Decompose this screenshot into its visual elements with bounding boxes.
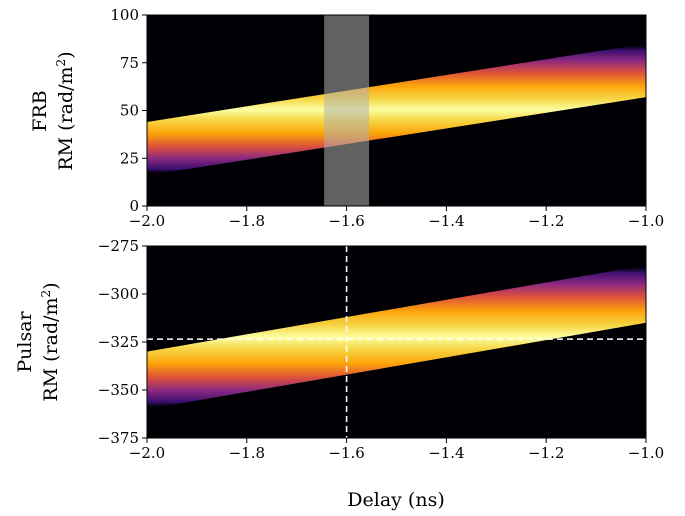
frb-highlight-band — [324, 15, 370, 206]
pulsar-ridge-band — [147, 265, 646, 410]
pulsar-x-tick-label: −1.8 — [229, 444, 265, 462]
pulsar-x-tick-label: −2.0 — [129, 444, 165, 462]
frb-y-label-line2: RM (rad/m2) — [54, 51, 77, 170]
frb-y-tick-label: 0 — [129, 197, 139, 215]
frb-x-tick-label: −1.0 — [628, 212, 664, 230]
frb-y-tick-label: 50 — [120, 102, 139, 120]
frb-x-tick-label: −1.6 — [328, 212, 364, 230]
pulsar-y-tick-label: −375 — [98, 429, 139, 447]
pulsar-y-ticks: −375 −350 −325 −300 −275 — [98, 237, 147, 447]
frb-y-tick-label: 25 — [120, 149, 139, 167]
frb-x-tick-label: −1.8 — [229, 212, 265, 230]
pulsar-y-tick-label: −325 — [98, 333, 139, 351]
frb-x-ticks: −2.0 −1.8 −1.6 −1.4 −1.2 −1.0 — [129, 206, 664, 230]
pulsar-x-tick-label: −1.4 — [428, 444, 464, 462]
pulsar-y-tick-label: −300 — [98, 285, 139, 303]
frb-x-tick-label: −1.2 — [528, 212, 564, 230]
pulsar-y-label-line2: RM (rad/m2) — [39, 282, 62, 401]
frb-y-tick-label: 100 — [110, 6, 139, 24]
frb-x-tick-label: −1.4 — [428, 212, 464, 230]
frb-y-ticks: 0 25 50 75 100 — [110, 6, 147, 215]
x-axis-label: Delay (ns) — [347, 489, 444, 511]
pulsar-x-tick-label: −1.6 — [328, 444, 364, 462]
pulsar-x-tick-label: −1.0 — [628, 444, 664, 462]
frb-y-label-line1: FRB — [29, 90, 51, 131]
pulsar-y-label-line1: Pulsar — [14, 310, 36, 372]
pulsar-y-tick-label: −275 — [98, 237, 139, 255]
pulsar-x-ticks: −2.0 −1.8 −1.6 −1.4 −1.2 −1.0 — [129, 438, 664, 462]
frb-y-tick-label: 75 — [120, 54, 139, 72]
frb-x-tick-label: −2.0 — [129, 212, 165, 230]
pulsar-x-tick-label: −1.2 — [528, 444, 564, 462]
pulsar-panel: −2.0 −1.8 −1.6 −1.4 −1.2 −1.0 −375 −350 −325 −30… — [14, 237, 664, 511]
pulsar-y-tick-label: −350 — [98, 381, 139, 399]
frb-ridge-band — [147, 43, 646, 176]
